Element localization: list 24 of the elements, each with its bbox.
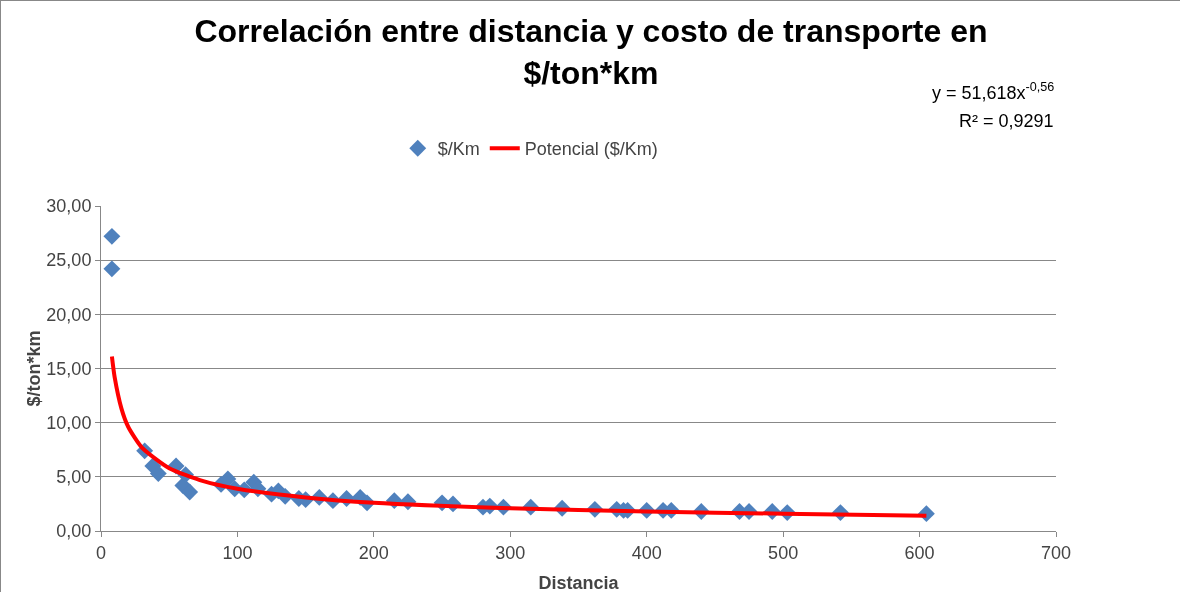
x-tick-label: 200 — [358, 542, 389, 563]
x-axis-title: Distancia — [538, 573, 620, 592]
x-tick-label: 100 — [222, 542, 253, 563]
x-tick-label: 600 — [904, 542, 935, 563]
point — [181, 483, 199, 501]
text: R² = 0,9291 — [959, 111, 1054, 131]
x-tick-label: 0 — [95, 542, 107, 563]
legend-label: $/Km — [437, 139, 480, 160]
x-tick-label: 300 — [495, 542, 526, 563]
y-tick-label: 0,00 — [56, 521, 92, 542]
y-tick-label: 30,00 — [46, 196, 92, 217]
point — [149, 465, 167, 483]
y-tick-label: 20,00 — [46, 304, 92, 325]
x-tick-label: 700 — [1040, 542, 1072, 563]
legend-label: Potencial ($/Km) — [524, 139, 658, 160]
y-tick-label: 25,00 — [46, 250, 92, 271]
y-tick-label: 10,00 — [46, 412, 92, 433]
point — [103, 227, 121, 245]
y-tick-label: 5,00 — [56, 467, 92, 488]
y-tick-label: 15,00 — [46, 358, 92, 379]
x-tick-label: 400 — [631, 542, 662, 563]
point — [103, 260, 121, 278]
y-axis-title: $/ton*km — [24, 330, 45, 407]
x-tick-label: 500 — [768, 542, 799, 563]
